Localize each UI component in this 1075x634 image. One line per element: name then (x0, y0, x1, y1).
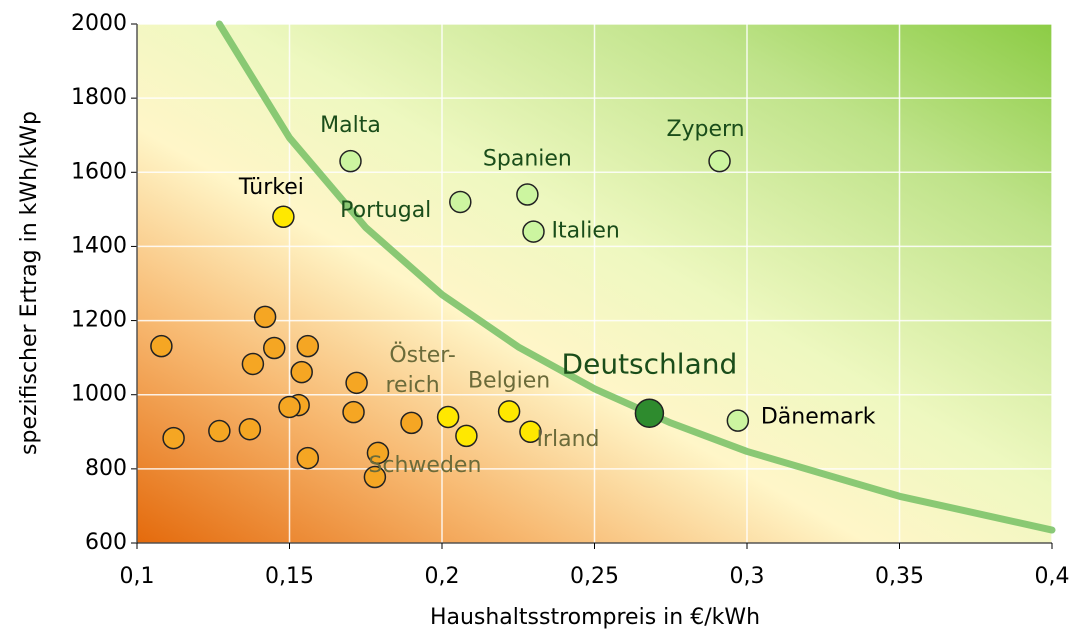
annotation: Belgien (468, 368, 550, 393)
x-axis-label: Haushaltsstrompreis in €/kWh (430, 605, 760, 630)
annotation: Portugal (340, 198, 431, 223)
point (263, 336, 286, 360)
y-tick-label: 1600 (71, 159, 127, 184)
point (208, 419, 231, 443)
point (363, 465, 387, 489)
annotation: Türkei (238, 175, 304, 200)
point (726, 409, 750, 432)
point (345, 371, 368, 395)
y-tick-label: 2000 (71, 11, 127, 36)
point (150, 334, 173, 358)
annotation: Spanien (483, 147, 572, 172)
x-tick-label: 0,4 (1035, 564, 1070, 589)
annotation: Öster- (389, 342, 456, 368)
point (342, 400, 365, 424)
point (400, 411, 423, 435)
annotation: Italien (552, 219, 620, 244)
point (436, 405, 460, 429)
point (162, 426, 185, 450)
point (708, 149, 731, 173)
x-tick-label: 0,1 (120, 564, 155, 589)
point (522, 220, 545, 243)
point (253, 305, 277, 329)
point (339, 149, 362, 173)
x-tick-label: 0,15 (265, 564, 314, 589)
annotation: Dänemark (761, 405, 876, 430)
annotation: Zypern (666, 117, 744, 142)
annotation: Schweden (368, 453, 481, 478)
point (241, 352, 265, 376)
x-tick-label: 0,2 (425, 564, 460, 589)
point (290, 360, 313, 384)
y-tick-label: 600 (85, 530, 127, 555)
curve (215, 20, 1056, 534)
annotation: Irland (536, 427, 599, 452)
point (278, 395, 301, 419)
y-tick-label: 1800 (71, 85, 127, 110)
annotation: Malta (320, 113, 381, 138)
point (516, 183, 539, 206)
annotation: reich (385, 373, 439, 398)
x-tick-label: 0,25 (570, 564, 619, 589)
point (296, 334, 320, 358)
point (455, 424, 478, 448)
y-axis-label: spezifischer Ertrag in kWh/kWp (17, 111, 42, 455)
annotation: Deutschland (562, 347, 738, 380)
x-tick-label: 0,35 (875, 564, 924, 589)
y-tick-label: 1200 (71, 308, 127, 333)
y-tick-label: 1000 (71, 382, 127, 407)
point (449, 190, 472, 214)
y-tick-label: 800 (85, 456, 127, 481)
x-tick-label: 0,3 (730, 564, 765, 589)
point (519, 420, 542, 444)
y-tick-label: 1400 (71, 233, 127, 258)
point (634, 398, 665, 428)
point (296, 446, 320, 470)
point (497, 400, 521, 423)
point (366, 441, 390, 465)
point (272, 205, 295, 229)
point (238, 417, 262, 441)
